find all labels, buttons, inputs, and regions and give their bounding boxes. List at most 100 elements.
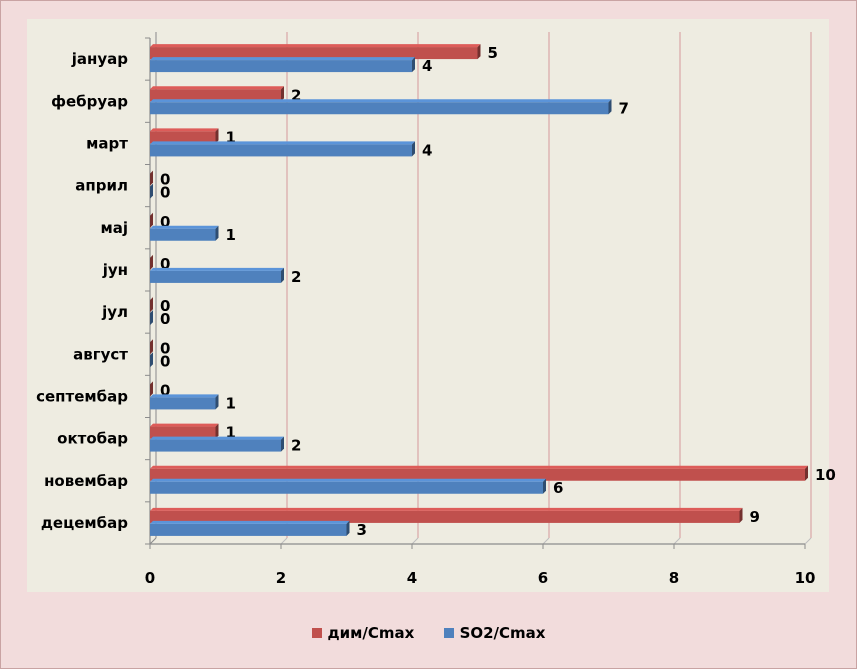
- data-label-so2: 6: [553, 479, 563, 497]
- gridline-floor: [411, 537, 419, 545]
- bar-smoke: [150, 468, 805, 481]
- bar-end-so2: [215, 225, 219, 241]
- bar-end-smoke: [739, 507, 743, 523]
- data-label-smoke: 0: [160, 297, 170, 315]
- data-label-so2: 0: [160, 352, 170, 370]
- gridline-floor: [804, 537, 812, 545]
- category-label: новембар: [44, 472, 128, 490]
- data-label-smoke: 0: [160, 255, 170, 273]
- x-tick-label: 8: [669, 569, 679, 587]
- category-label: јул: [101, 303, 128, 321]
- bar-end-smoke: [150, 254, 153, 270]
- bar-top-smoke: [150, 507, 743, 511]
- data-label-smoke: 5: [488, 44, 498, 62]
- bar-end-so2: [543, 478, 546, 494]
- data-label-smoke: 1: [226, 424, 236, 442]
- bar-end-smoke: [150, 170, 153, 186]
- data-label-so2: 2: [291, 437, 301, 455]
- bar-top-so2: [150, 57, 415, 61]
- category-label: фебруар: [51, 92, 128, 110]
- bar-top-so2: [150, 141, 415, 145]
- bar-so2: [150, 228, 216, 241]
- bar-end-smoke: [150, 212, 153, 228]
- bar-top-smoke: [150, 465, 808, 469]
- bar-smoke: [150, 426, 216, 439]
- bar-top-so2: [150, 436, 284, 440]
- bar-end-so2: [150, 183, 153, 199]
- bar-end-so2: [281, 436, 284, 452]
- bar-end-smoke: [150, 381, 153, 397]
- bar-so2: [150, 397, 216, 410]
- bar-end-smoke: [215, 423, 219, 439]
- data-label-so2: 3: [357, 521, 367, 539]
- bar-so2: [150, 270, 281, 283]
- bar-top-smoke: [150, 86, 284, 90]
- bar-end-smoke: [150, 339, 153, 355]
- data-label-smoke: 0: [160, 381, 170, 399]
- category-label: јун: [102, 261, 128, 279]
- bar-end-so2: [150, 352, 153, 368]
- legend-swatch-so2: [443, 628, 454, 638]
- bar-top-smoke: [150, 128, 219, 132]
- category-label: децембар: [41, 514, 128, 532]
- bar-end-so2: [281, 267, 284, 283]
- bar-top-so2: [150, 478, 546, 482]
- bar-smoke: [150, 89, 281, 102]
- bar-top-so2: [150, 225, 219, 229]
- bar-top-so2: [150, 520, 350, 524]
- x-tick-label: 4: [407, 569, 417, 587]
- gridline-floor: [542, 537, 550, 545]
- bar-end-so2: [412, 141, 415, 157]
- bar-end-so2: [608, 99, 612, 115]
- bar-so2: [150, 523, 347, 536]
- data-label-smoke: 0: [160, 213, 170, 231]
- bar-smoke: [150, 510, 740, 523]
- legend-item-so2: SO2/Cmax: [443, 624, 546, 642]
- bar-end-smoke: [215, 128, 219, 144]
- gridline-floor: [280, 537, 288, 545]
- axis-corner: [149, 537, 157, 545]
- gridline-floor: [673, 537, 681, 545]
- data-label-so2: 7: [619, 99, 629, 117]
- bar-end-smoke: [805, 465, 808, 481]
- bar-end-smoke: [477, 44, 481, 60]
- bar-top-so2: [150, 394, 219, 398]
- bar-top-so2: [150, 99, 612, 103]
- data-label-so2: 4: [422, 57, 432, 75]
- category-label: мај: [100, 219, 128, 237]
- legend-swatch-smoke: [311, 628, 322, 638]
- data-label-so2: 0: [160, 310, 170, 328]
- category-label: август: [73, 345, 128, 363]
- bar-so2: [150, 60, 412, 73]
- category-label: септембар: [36, 387, 128, 405]
- bar-smoke: [150, 47, 478, 60]
- category-label: април: [75, 177, 128, 195]
- bar-end-so2: [412, 57, 415, 73]
- category-label: март: [86, 134, 128, 152]
- bar-top-smoke: [150, 44, 481, 48]
- bar-so2: [150, 439, 281, 452]
- bar-so2: [150, 102, 609, 115]
- data-label-smoke: 0: [160, 339, 170, 357]
- bar-so2: [150, 481, 543, 494]
- legend-label-so2: SO2/Cmax: [459, 624, 546, 642]
- category-label: октобар: [57, 430, 128, 448]
- legend: дим/Cmax SO2/Cmax: [0, 624, 857, 642]
- data-label-smoke: 0: [160, 171, 170, 189]
- data-label-smoke: 10: [815, 466, 836, 484]
- bar-smoke: [150, 131, 216, 144]
- plot-area: [27, 19, 829, 592]
- x-tick-label: 2: [276, 569, 286, 587]
- data-label-so2: 4: [422, 141, 432, 159]
- legend-label-smoke: дим/Cmax: [327, 624, 415, 642]
- x-tick-label: 0: [145, 569, 155, 587]
- data-label-so2: 1: [226, 226, 236, 244]
- category-label: јануар: [71, 50, 129, 68]
- bar-end-smoke: [150, 297, 153, 313]
- data-label-so2: 2: [291, 268, 301, 286]
- bar-so2: [150, 144, 412, 157]
- x-tick-label: 10: [795, 569, 816, 587]
- legend-item-smoke: дим/Cmax: [311, 624, 415, 642]
- bar-end-smoke: [281, 86, 284, 102]
